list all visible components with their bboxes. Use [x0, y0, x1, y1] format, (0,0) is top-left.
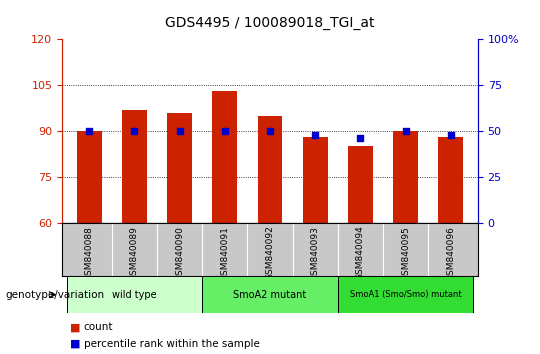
Text: GSM840090: GSM840090: [175, 226, 184, 281]
Point: [130, 128, 139, 134]
Point: [401, 128, 410, 134]
Bar: [303, 137, 328, 223]
Text: SmoA2 mutant: SmoA2 mutant: [233, 290, 307, 300]
Text: GSM840095: GSM840095: [401, 226, 410, 281]
Bar: [438, 137, 463, 223]
Bar: [258, 116, 282, 223]
Point: [176, 128, 184, 134]
Text: wild type: wild type: [112, 290, 157, 300]
Point: [266, 128, 274, 134]
Point: [85, 128, 93, 134]
Text: ■: ■: [70, 322, 80, 332]
Point: [311, 132, 320, 137]
Bar: [348, 146, 373, 223]
Text: GSM840093: GSM840093: [310, 226, 320, 281]
Point: [356, 136, 364, 141]
Text: GDS4495 / 100089018_TGI_at: GDS4495 / 100089018_TGI_at: [165, 16, 375, 30]
Bar: [202, 276, 338, 313]
Point: [220, 128, 229, 134]
Text: count: count: [84, 322, 113, 332]
Text: genotype/variation: genotype/variation: [5, 290, 105, 300]
Bar: [393, 131, 418, 223]
Bar: [338, 276, 474, 313]
Bar: [212, 91, 237, 223]
Point: [447, 132, 455, 137]
Text: percentile rank within the sample: percentile rank within the sample: [84, 339, 260, 349]
Text: GSM840089: GSM840089: [130, 226, 139, 281]
Text: GSM840092: GSM840092: [266, 226, 274, 280]
Bar: [122, 109, 147, 223]
Text: GSM840094: GSM840094: [356, 226, 365, 280]
Text: GSM840088: GSM840088: [85, 226, 94, 281]
Bar: [167, 113, 192, 223]
Text: GSM840096: GSM840096: [446, 226, 455, 281]
Bar: [66, 276, 202, 313]
Text: SmoA1 (Smo/Smo) mutant: SmoA1 (Smo/Smo) mutant: [350, 290, 461, 299]
Text: GSM840091: GSM840091: [220, 226, 230, 281]
Bar: [77, 131, 102, 223]
Text: ■: ■: [70, 339, 80, 349]
